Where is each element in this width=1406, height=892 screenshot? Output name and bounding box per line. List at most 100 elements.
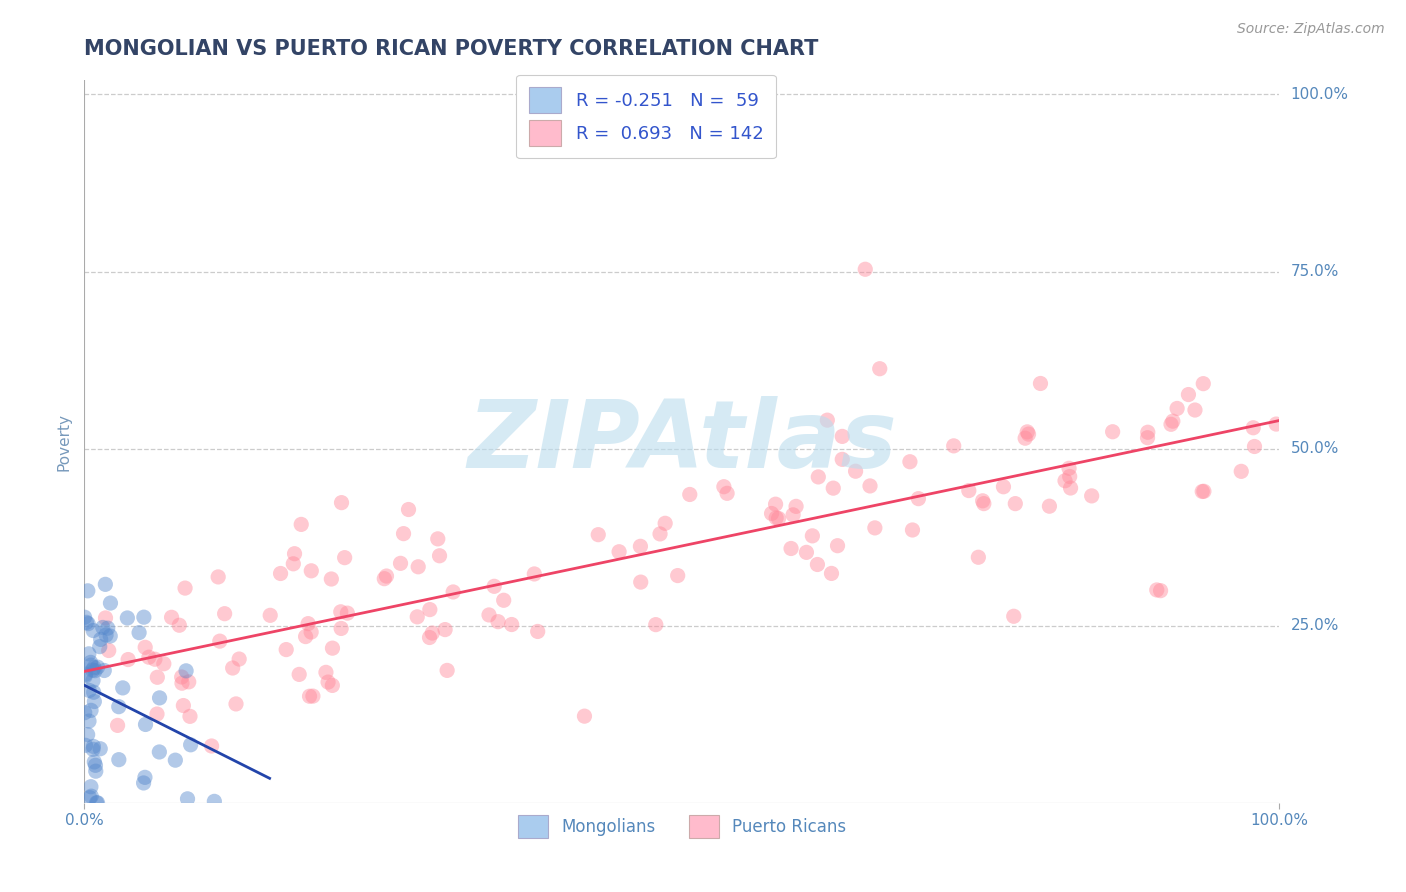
- Point: [283, 547, 305, 561]
- Point: [1029, 376, 1052, 391]
- Point: [863, 521, 886, 535]
- Point: [73, 610, 96, 624]
- Point: [1136, 431, 1159, 445]
- Point: [1192, 484, 1215, 499]
- Point: [1243, 440, 1265, 454]
- Point: [526, 624, 548, 639]
- Point: [486, 615, 509, 629]
- Point: [84, 758, 107, 772]
- Point: [1101, 425, 1123, 439]
- Point: [330, 622, 353, 636]
- Point: [389, 557, 412, 571]
- Point: [83, 755, 105, 769]
- Point: [98, 629, 121, 643]
- Point: [128, 625, 150, 640]
- Point: [1018, 427, 1040, 442]
- Point: [330, 495, 353, 509]
- Point: [993, 480, 1015, 494]
- Point: [83, 694, 105, 708]
- Point: [221, 661, 243, 675]
- Point: [134, 640, 156, 655]
- Point: [1057, 461, 1080, 475]
- Point: [299, 564, 322, 578]
- Point: [845, 464, 868, 478]
- Point: [501, 617, 523, 632]
- Point: [901, 523, 924, 537]
- Text: 100.0%: 100.0%: [1291, 87, 1348, 102]
- Point: [666, 568, 689, 582]
- Point: [827, 539, 849, 553]
- Point: [644, 617, 666, 632]
- Point: [80, 658, 103, 673]
- Point: [478, 607, 501, 622]
- Point: [97, 621, 120, 635]
- Text: MONGOLIAN VS PUERTO RICAN POVERTY CORRELATION CHART: MONGOLIAN VS PUERTO RICAN POVERTY CORREL…: [84, 39, 818, 59]
- Point: [294, 630, 316, 644]
- Text: 75.0%: 75.0%: [1291, 264, 1339, 279]
- Point: [77, 647, 100, 661]
- Point: [630, 575, 652, 590]
- Point: [316, 675, 339, 690]
- Point: [419, 602, 441, 616]
- Point: [143, 652, 166, 666]
- Point: [315, 665, 337, 680]
- Point: [77, 714, 100, 728]
- Point: [823, 481, 845, 495]
- Point: [648, 527, 671, 541]
- Point: [86, 796, 108, 810]
- Point: [91, 620, 114, 634]
- Point: [288, 667, 311, 681]
- Point: [97, 643, 120, 657]
- Point: [782, 508, 804, 522]
- Point: [276, 642, 298, 657]
- Point: [75, 739, 97, 753]
- Point: [1038, 499, 1060, 513]
- Point: [1146, 582, 1168, 597]
- Point: [398, 502, 420, 516]
- Point: [80, 703, 103, 717]
- Point: [111, 681, 134, 695]
- Point: [134, 770, 156, 784]
- Point: [290, 517, 312, 532]
- Point: [1265, 417, 1288, 431]
- Point: [83, 685, 105, 699]
- Point: [169, 618, 191, 632]
- Point: [108, 753, 131, 767]
- Point: [973, 497, 995, 511]
- Point: [859, 479, 882, 493]
- Point: [93, 664, 115, 678]
- Point: [146, 670, 169, 684]
- Point: [831, 429, 853, 443]
- Point: [713, 480, 735, 494]
- Point: [329, 605, 352, 619]
- Point: [785, 500, 807, 514]
- Point: [208, 634, 231, 648]
- Point: [148, 745, 170, 759]
- Point: [796, 545, 818, 559]
- Point: [117, 611, 139, 625]
- Point: [765, 511, 787, 525]
- Point: [1004, 497, 1026, 511]
- Point: [79, 790, 101, 805]
- Point: [972, 493, 994, 508]
- Point: [1002, 609, 1025, 624]
- Point: [73, 706, 96, 720]
- Point: [84, 764, 107, 779]
- Point: [283, 557, 305, 571]
- Point: [321, 678, 343, 692]
- Point: [321, 641, 343, 656]
- Point: [170, 670, 193, 684]
- Point: [177, 674, 200, 689]
- Point: [942, 439, 965, 453]
- Point: [1177, 387, 1199, 401]
- Point: [406, 610, 429, 624]
- Point: [436, 664, 458, 678]
- Point: [492, 593, 515, 607]
- Point: [214, 607, 236, 621]
- Point: [1059, 469, 1081, 483]
- Point: [1014, 431, 1036, 445]
- Point: [82, 673, 104, 688]
- Point: [200, 739, 222, 753]
- Point: [75, 667, 97, 681]
- Text: 50.0%: 50.0%: [1291, 442, 1339, 456]
